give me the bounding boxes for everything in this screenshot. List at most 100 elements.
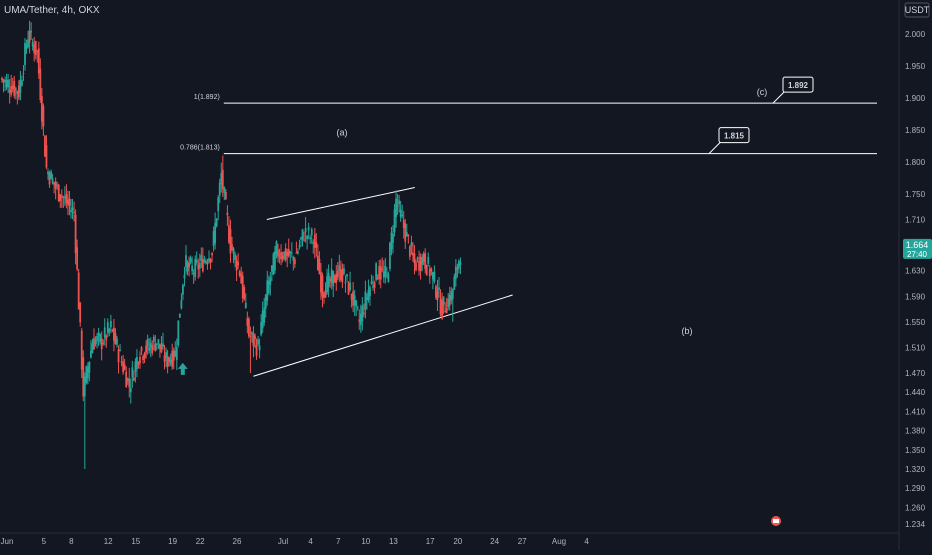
price-tag-background [903,238,932,259]
candle-body [408,246,411,257]
candle-body [220,173,223,185]
x-tick-label: 10 [361,537,370,546]
candle-body [235,260,238,271]
candle-body [198,262,201,269]
candle-body [456,268,459,270]
x-tick-label: 7 [336,537,341,546]
candle-body [152,336,155,342]
candle-body [413,253,416,264]
candle-body [91,343,94,354]
candle-body [436,290,439,300]
x-tick-label: 17 [426,537,435,546]
candle-body [297,251,299,254]
candle-body [393,209,396,233]
time-axis[interactable]: Jun 5 8 12 15 19 22 26 Jul 4 7 10 13 17 20 24 27 Aug 4 [1,537,590,546]
candle-body [2,79,5,83]
candle-body [143,352,146,359]
candle-body [186,261,189,272]
candle-body [212,231,215,246]
candle-body [318,258,321,274]
candle-body [286,251,289,256]
x-tick-label: 4 [308,537,313,546]
candle-body [369,287,371,297]
candle-body [316,255,319,271]
candle-body [192,272,195,274]
candle-body [292,256,295,261]
candle-body [290,252,293,254]
candle-body [50,171,52,180]
candle-body [119,350,121,352]
candle-body [54,181,57,189]
fib-1-tag-pointer [772,90,786,104]
candle-body [329,279,332,282]
candle-body [5,79,8,88]
candle-body [177,320,180,346]
candle-body [312,242,315,244]
candle-body [59,194,62,201]
candle-body [67,199,69,205]
candle-body [14,88,17,91]
candle-body [17,85,20,98]
candle-body [27,39,29,47]
candle-body [258,345,261,351]
candle-body [421,256,424,265]
candle-body [40,95,43,122]
candle-body [415,262,417,271]
y-tick-label: 1.350 [905,446,926,455]
candle-body [126,378,129,382]
symbol-title[interactable]: UMA/Tether, 4h, OKX [4,5,100,16]
candle-body [402,219,405,228]
candle-body [221,169,224,189]
x-tick-label: 27 [518,537,527,546]
candle-body [80,330,83,370]
candle-body [211,252,213,256]
y-tick-label: 1.234 [905,520,926,529]
candle-body [454,266,457,279]
candle-body [231,244,233,251]
candle-body [401,214,404,216]
candle-body [389,242,391,270]
candle-body [109,320,112,328]
candle-body [1,78,3,81]
candle-body [289,251,292,254]
candle-body [16,91,19,94]
y-tick-label: 1.410 [905,407,926,416]
candle-body [395,198,397,218]
candle-body [338,265,341,271]
candle-body [166,356,169,367]
candle-body [48,173,51,185]
currency-badge-frame[interactable] [904,2,930,18]
candle-body [120,361,123,363]
candle-body [163,355,166,362]
candle-body [441,300,443,319]
candle-body [145,345,148,353]
candle-body [269,277,272,285]
candle-body [57,184,60,202]
y-tick-label: 1.510 [905,343,926,352]
candle-body [129,387,132,393]
candle-body [407,234,410,237]
candle-body [70,210,72,213]
candle-body [257,339,259,345]
candle-body [13,81,16,96]
candle-body [372,285,374,288]
buy-arrow-icon [177,362,188,375]
candle-body [307,227,310,231]
currency-label[interactable]: USDT [905,5,930,15]
candle-body [36,50,39,52]
candle-body [155,343,158,345]
y-tick-label: 1.260 [905,503,926,512]
candle-body [10,85,13,95]
candle-body [82,357,85,397]
candle-body [21,80,23,86]
candle-body [458,260,460,269]
candle-body [200,255,203,262]
candle-body [154,343,157,351]
price-axis[interactable]: 2.0001.9501.9001.8501.8001.7501.7101.670… [905,30,926,529]
y-tick-label: 1.750 [905,190,926,199]
candle-body [45,144,48,168]
candle-body [284,248,287,260]
candle-body [178,313,181,318]
